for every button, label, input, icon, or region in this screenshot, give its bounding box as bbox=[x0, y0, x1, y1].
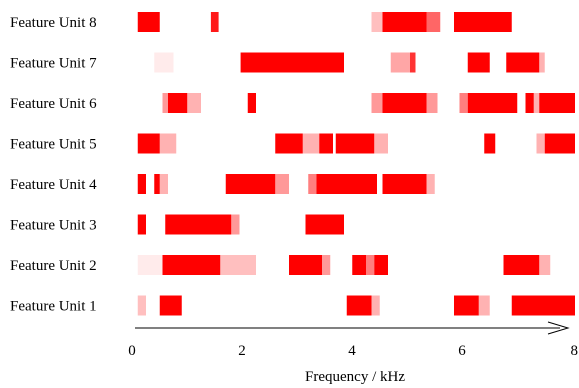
activation-segment bbox=[231, 214, 240, 235]
activation-segment bbox=[308, 174, 317, 194]
x-tick-label: 2 bbox=[238, 343, 246, 359]
activation-segment bbox=[165, 214, 232, 235]
x-axis-arrowhead bbox=[547, 321, 570, 335]
activation-segment bbox=[137, 174, 146, 194]
row-label: Feature Unit 6 bbox=[10, 96, 97, 112]
activation-segment bbox=[366, 255, 375, 275]
activation-segment bbox=[289, 255, 322, 275]
activation-segment bbox=[484, 133, 496, 154]
x-tick-label: 8 bbox=[571, 343, 579, 359]
feature-row: Feature Unit 7 bbox=[10, 52, 545, 73]
activation-segment bbox=[426, 12, 441, 32]
activation-segment bbox=[426, 174, 435, 194]
activation-segment bbox=[539, 93, 575, 113]
activation-segment bbox=[467, 93, 518, 113]
activation-segment bbox=[410, 52, 416, 73]
row-label: Feature Unit 4 bbox=[10, 177, 97, 193]
activation-segment bbox=[539, 255, 551, 275]
activation-segment bbox=[154, 52, 174, 73]
feature-row: Feature Unit 2 bbox=[10, 255, 551, 275]
activation-segment bbox=[371, 12, 383, 32]
activation-segment bbox=[187, 93, 201, 113]
activation-segment bbox=[467, 52, 490, 73]
activation-segment bbox=[374, 255, 388, 275]
activation-segment bbox=[305, 214, 344, 235]
heatmap-rows: Feature Unit 8 Feature Unit 7 Feature Unit… bbox=[10, 12, 575, 316]
activation-segment bbox=[536, 133, 545, 154]
activation-segment bbox=[162, 255, 221, 275]
activation-segment bbox=[240, 52, 344, 73]
row-label: Feature Unit 7 bbox=[10, 56, 97, 72]
activation-segment bbox=[374, 133, 388, 154]
activation-segment bbox=[558, 295, 575, 316]
activation-segment bbox=[319, 133, 333, 154]
x-axis bbox=[135, 321, 570, 335]
activation-segment bbox=[503, 255, 540, 275]
activation-segment bbox=[352, 255, 366, 275]
activation-segment bbox=[275, 174, 289, 194]
row-label: Feature Unit 2 bbox=[10, 258, 97, 274]
activation-segment bbox=[137, 133, 160, 154]
activation-segment bbox=[426, 93, 438, 113]
activation-segment bbox=[137, 295, 146, 316]
activation-segment bbox=[220, 255, 256, 275]
activation-segment bbox=[275, 133, 303, 154]
activation-segment bbox=[247, 93, 256, 113]
activation-segment bbox=[302, 133, 320, 154]
activation-segment bbox=[159, 133, 177, 154]
activation-segment bbox=[159, 174, 168, 194]
activation-segment bbox=[544, 133, 575, 154]
activation-segment bbox=[168, 93, 188, 113]
activation-segment bbox=[454, 295, 479, 316]
activation-segment bbox=[371, 93, 383, 113]
activation-segment bbox=[210, 12, 219, 32]
activation-segment bbox=[154, 174, 160, 194]
activation-segment bbox=[539, 52, 545, 73]
row-label: Feature Unit 8 bbox=[10, 15, 97, 31]
activation-segment bbox=[506, 52, 540, 73]
activation-segment bbox=[454, 12, 512, 32]
activation-segment bbox=[511, 295, 559, 316]
feature-row: Feature Unit 6 bbox=[10, 93, 575, 113]
activation-segment bbox=[533, 93, 540, 113]
activation-segment bbox=[478, 295, 490, 316]
activation-segment bbox=[390, 52, 410, 73]
row-label: Feature Unit 5 bbox=[10, 137, 97, 153]
row-label: Feature Unit 1 bbox=[10, 299, 97, 315]
activation-segment bbox=[225, 174, 276, 194]
x-tick-label: 6 bbox=[458, 343, 466, 359]
activation-segment bbox=[159, 295, 182, 316]
activation-segment bbox=[382, 93, 427, 113]
x-tick-labels: 0 2 4 6 8 bbox=[128, 343, 578, 359]
activation-segment bbox=[137, 214, 146, 235]
feature-row: Feature Unit 5 bbox=[10, 133, 575, 154]
activation-segment bbox=[459, 93, 468, 113]
activation-segment bbox=[162, 93, 168, 113]
feature-row: Feature Unit 8 bbox=[10, 12, 512, 32]
feature-row: Feature Unit 4 bbox=[10, 174, 435, 194]
x-axis-label: Frequency / kHz bbox=[305, 369, 405, 385]
feature-row: Feature Unit 3 bbox=[10, 214, 344, 235]
activation-segment bbox=[382, 12, 427, 32]
feature-row: Feature Unit 1 bbox=[10, 295, 575, 316]
x-tick-label: 0 bbox=[128, 343, 136, 359]
activation-segment bbox=[316, 174, 377, 194]
activation-segment bbox=[137, 255, 163, 275]
row-label: Feature Unit 3 bbox=[10, 218, 97, 234]
x-tick-label: 4 bbox=[348, 343, 356, 359]
activation-segment bbox=[335, 133, 375, 154]
activation-segment bbox=[346, 295, 372, 316]
activation-segment bbox=[371, 295, 380, 316]
activation-segment bbox=[137, 12, 160, 32]
activation-segment bbox=[382, 174, 427, 194]
activation-segment bbox=[525, 93, 534, 113]
activation-segment bbox=[322, 255, 331, 275]
